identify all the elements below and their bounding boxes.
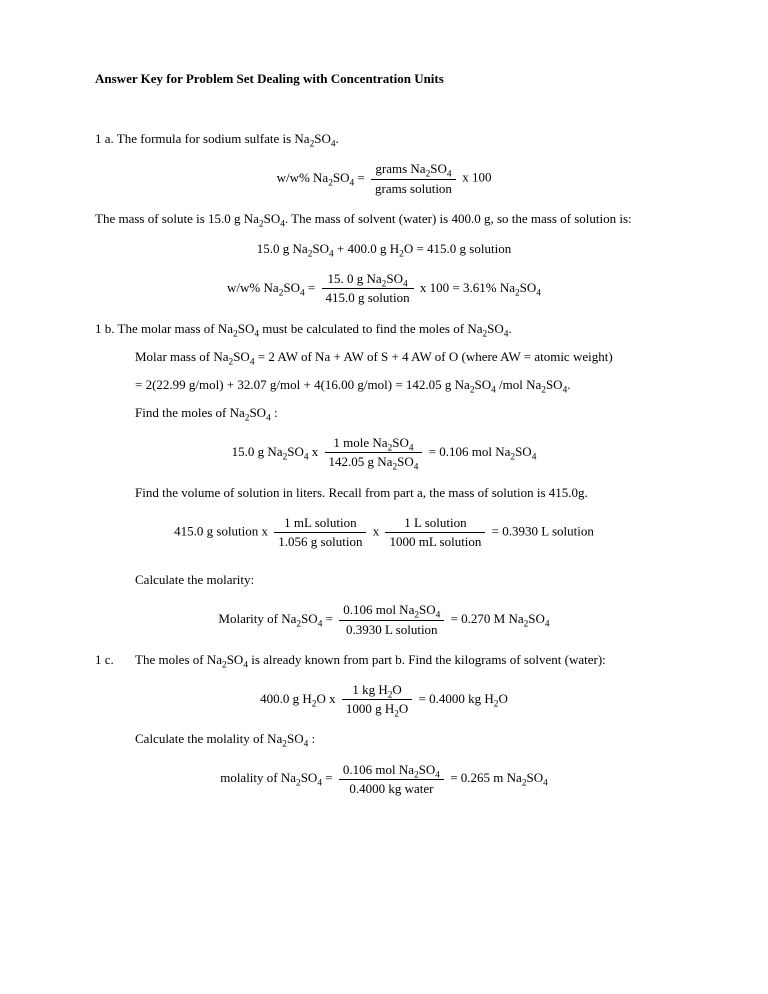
eq3-tail: x 100 = 3.61% Na2SO4 xyxy=(420,280,541,295)
eq1-den: grams solution xyxy=(371,180,456,198)
eq-volume: 415.0 g solution x 1 mL solution 1.056 g… xyxy=(95,514,673,551)
eq6-lhs: Molarity of Na2SO4 = xyxy=(218,611,333,626)
p1a-intro: 1 a. The formula for sodium sulfate is N… xyxy=(95,130,673,148)
eq3-num: 15. 0 g Na2SO4 xyxy=(322,270,414,289)
eq6-frac: 0.106 mol Na2SO4 0.3930 L solution xyxy=(339,601,444,638)
eq1-frac: grams Na2SO4 grams solution xyxy=(371,160,456,197)
p1b-calc: = 2(22.99 g/mol) + 32.07 g/mol + 4(16.00… xyxy=(135,376,673,394)
eq-mass-sum: 15.0 g Na2SO4 + 400.0 g H2O = 415.0 g so… xyxy=(95,240,673,258)
eq5-num2: 1 L solution xyxy=(385,514,485,533)
eq1-tail: x 100 xyxy=(462,170,491,185)
eq-molarity: Molarity of Na2SO4 = 0.106 mol Na2SO4 0.… xyxy=(95,601,673,638)
eq8-lhs: molality of Na2SO4 = xyxy=(220,770,332,785)
eq8-frac: 0.106 mol Na2SO4 0.4000 kg water xyxy=(339,761,444,798)
eq6-tail: = 0.270 M Na2SO4 xyxy=(451,611,550,626)
eq5-den1: 1.056 g solution xyxy=(274,533,366,551)
eq-kg-solvent: 400.0 g H2O x 1 kg H2O 1000 g H2O = 0.40… xyxy=(95,681,673,718)
p1b-find: Find the moles of Na2SO4 : xyxy=(135,404,673,422)
p1c-label: 1 c. xyxy=(95,651,135,669)
p1c-row: 1 c. The moles of Na2SO4 is already know… xyxy=(95,651,673,669)
eq3-den: 415.0 g solution xyxy=(322,289,414,307)
p1a-mass: The mass of solute is 15.0 g Na2SO4. The… xyxy=(95,210,673,228)
eq7-den: 1000 g H2O xyxy=(342,700,412,718)
eq-ww-calc: w/w% Na2SO4 = 15. 0 g Na2SO4 415.0 g sol… xyxy=(95,270,673,307)
p1c-intro: The moles of Na2SO4 is already known fro… xyxy=(135,651,606,669)
eq8-tail: = 0.265 m Na2SO4 xyxy=(450,770,548,785)
eq6-den: 0.3930 L solution xyxy=(339,621,444,639)
eq5-frac1: 1 mL solution 1.056 g solution xyxy=(274,514,366,551)
eq7-tail: = 0.4000 kg H2O xyxy=(419,691,508,706)
page-title: Answer Key for Problem Set Dealing with … xyxy=(95,70,673,88)
eq5-tail: = 0.3930 L solution xyxy=(492,523,594,538)
eq7-lhs: 400.0 g H2O x xyxy=(260,691,335,706)
eq-moles: 15.0 g Na2SO4 x 1 mole Na2SO4 142.05 g N… xyxy=(95,434,673,471)
document-page: Answer Key for Problem Set Dealing with … xyxy=(0,0,768,994)
eq-molality: molality of Na2SO4 = 0.106 mol Na2SO4 0.… xyxy=(95,761,673,798)
p1b-intro: 1 b. The molar mass of Na2SO4 must be ca… xyxy=(95,320,673,338)
eq1-num: grams Na2SO4 xyxy=(371,160,456,179)
eq4-tail: = 0.106 mol Na2SO4 xyxy=(429,444,537,459)
eq4-den: 142.05 g Na2SO4 xyxy=(325,453,423,471)
eq5-lhs: 415.0 g solution x xyxy=(174,523,268,538)
eq1-lhs: w/w% Na2SO4 = xyxy=(277,170,365,185)
eq6-num: 0.106 mol Na2SO4 xyxy=(339,601,444,620)
eq4-frac: 1 mole Na2SO4 142.05 g Na2SO4 xyxy=(325,434,423,471)
p1b-calcmol: Calculate the molarity: xyxy=(135,571,673,589)
eq5-den2: 1000 mL solution xyxy=(385,533,485,551)
eq5-num1: 1 mL solution xyxy=(274,514,366,533)
p1b-molar: Molar mass of Na2SO4 = 2 AW of Na + AW o… xyxy=(135,348,673,366)
eq8-num: 0.106 mol Na2SO4 xyxy=(339,761,444,780)
eq8-den: 0.4000 kg water xyxy=(339,780,444,798)
eq3-lhs: w/w% Na2SO4 = xyxy=(227,280,315,295)
eq3-frac: 15. 0 g Na2SO4 415.0 g solution xyxy=(322,270,414,307)
eq4-lhs: 15.0 g Na2SO4 x xyxy=(232,444,319,459)
eq7-num: 1 kg H2O xyxy=(342,681,412,700)
eq7-frac: 1 kg H2O 1000 g H2O xyxy=(342,681,412,718)
p1b-vol: Find the volume of solution in liters. R… xyxy=(135,484,673,502)
eq4-num: 1 mole Na2SO4 xyxy=(325,434,423,453)
eq-ww-def: w/w% Na2SO4 = grams Na2SO4 grams solutio… xyxy=(95,160,673,197)
eq5-mid: x xyxy=(373,523,383,538)
eq5-frac2: 1 L solution 1000 mL solution xyxy=(385,514,485,551)
p1c-calc: Calculate the molality of Na2SO4 : xyxy=(135,730,673,748)
